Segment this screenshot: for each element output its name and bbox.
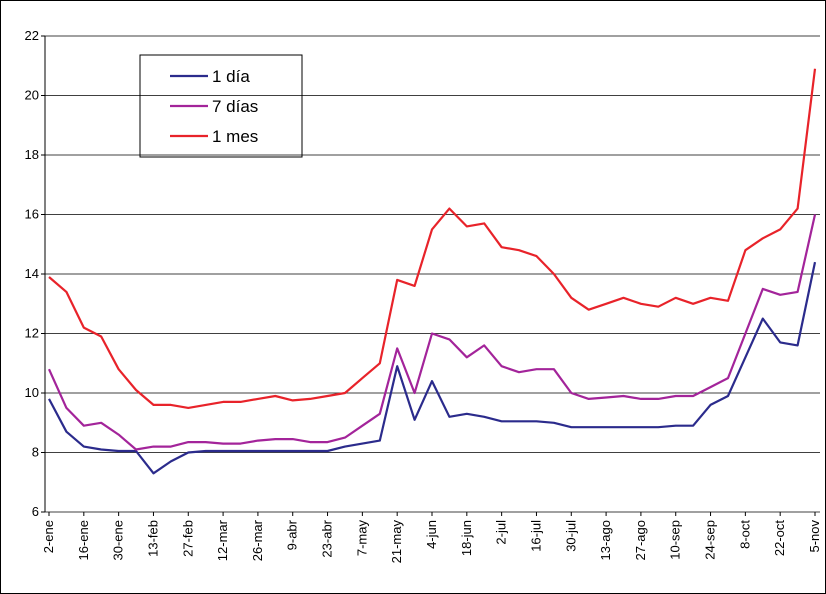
series-line [48,68,817,409]
x-tick-label: 27-feb [180,520,195,557]
y-tick-label: 18 [25,147,39,162]
x-tick-label: 10-sep [668,520,683,560]
y-tick-label: 8 [32,445,39,460]
series-line [47,214,817,451]
x-tick-label: 27-ago [633,520,648,560]
series-line [48,261,817,475]
x-tick-label: 24-sep [703,520,718,560]
y-tick-label: 12 [25,326,39,341]
x-tick-label: 26-mar [250,519,265,561]
x-tick-label: 2-ene [41,520,56,553]
x-tick-label: 16-ene [76,520,91,560]
y-tick-label: 14 [25,266,39,281]
x-tick-label: 21-may [389,520,404,564]
x-tick-label: 2-jul [494,520,509,545]
y-tick-label: 22 [25,28,39,43]
x-tick-label: 12-mar [215,519,230,561]
y-tick-label: 16 [25,207,39,222]
x-tick-label: 13-feb [145,520,160,557]
x-tick-label: 30-ene [111,520,126,560]
legend-label: 1 mes [212,127,258,146]
x-tick-label: 4-jun [424,520,439,549]
y-tick-label: 10 [25,385,39,400]
x-tick-label: 13-ago [598,520,613,560]
y-tick-label: 20 [25,88,39,103]
legend-box [139,54,303,158]
x-tick-label: 30-jul [563,520,578,552]
x-tick-label: 7-may [354,520,369,557]
x-tick-label: 5-nov [807,520,822,553]
x-tick-label: 23-abr [320,519,335,557]
x-tick-label: 9-abr [285,519,300,550]
y-tick-label: 6 [32,504,39,519]
legend-label: 1 día [212,67,250,86]
x-tick-label: 8-oct [737,520,752,549]
x-tick-label: 16-jul [528,520,543,552]
x-tick-label: 18-jun [459,520,474,556]
legend-label: 7 días [212,97,258,116]
x-tick-label: 22-oct [772,520,787,557]
